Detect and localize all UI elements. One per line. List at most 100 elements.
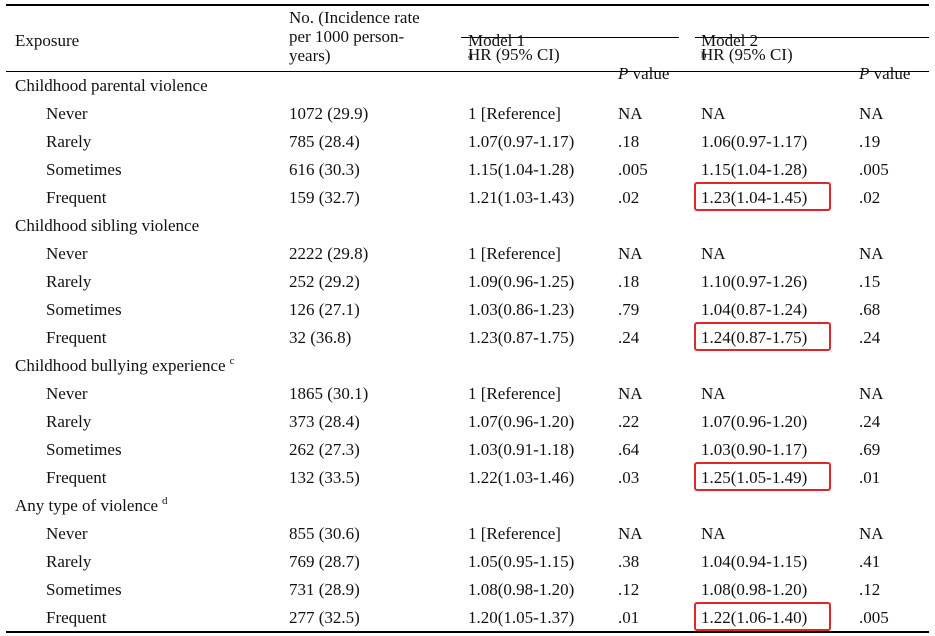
incidence-value: 1072 (29.9): [289, 104, 369, 123]
incidence-value: 252 (29.2): [289, 272, 360, 291]
model2-hr: 1.06(0.97-1.17): [701, 132, 808, 151]
header-model2: Model 2 b: [701, 12, 758, 69]
exposure-level: Never: [46, 104, 88, 123]
section-label: Childhood sibling violence: [15, 212, 199, 240]
header-p1: P value: [618, 45, 669, 83]
incidence-value: 855 (30.6): [289, 524, 360, 543]
model2-p: .005: [859, 608, 889, 627]
model1-hr: 1 [Reference]: [468, 384, 561, 403]
model1-p: .18: [618, 132, 640, 151]
table-row: Never 2222 (29.8) 1 [Reference] NA NA NA: [0, 240, 935, 268]
table-row: Sometimes 616 (30.3) 1.15(1.04-1.28) .005 1.…: [0, 156, 935, 184]
p1-italic: P: [618, 64, 629, 83]
incidence-value: 616 (30.3): [289, 160, 360, 179]
model1-p: NA: [618, 244, 643, 263]
highlight-box: [694, 602, 831, 631]
header-hr2: HR (95% CI): [701, 45, 793, 64]
highlight-box: [694, 182, 831, 211]
exposure-level: Sometimes: [46, 440, 122, 459]
table-row: Sometimes 731 (28.9) 1.08(0.98-1.20) .12 1.0…: [0, 576, 935, 604]
model2-hr: 1.24(0.87-1.75): [701, 328, 808, 347]
model1-hr: 1.23(0.87-1.75): [468, 328, 575, 347]
model2-p: NA: [859, 384, 884, 403]
table-row: Rarely 373 (28.4) 1.07(0.96-1.20) .22 1.07(0…: [0, 408, 935, 436]
model2-hr: 1.25(1.05-1.49): [701, 468, 808, 487]
model1-hr: 1 [Reference]: [468, 244, 561, 263]
model1-underline: [461, 37, 679, 38]
model2-p: NA: [859, 104, 884, 123]
model1-hr: 1 [Reference]: [468, 104, 561, 123]
table-row: Rarely 769 (28.7) 1.05(0.95-1.15) .38 1.04(0…: [0, 548, 935, 576]
model1-p: .22: [618, 412, 640, 431]
table-row: Never 855 (30.6) 1 [Reference] NA NA NA: [0, 520, 935, 548]
highlight-box: [694, 462, 831, 491]
exposure-level: Never: [46, 524, 88, 543]
model2-hr: 1.22(1.06-1.40): [701, 608, 808, 627]
model2-p: .15: [859, 272, 881, 291]
exposure-level: Sometimes: [46, 580, 122, 599]
model2-p: .24: [859, 412, 881, 431]
model2-hr: NA: [701, 104, 726, 123]
header-incidence: No. (Incidence rate per 1000 person- yea…: [289, 8, 420, 65]
header-hr1: HR (95% CI): [468, 45, 560, 64]
table-row: Frequent 277 (32.5) 1.20(1.05-1.37) .01 1.22…: [0, 602, 935, 632]
model2-p: NA: [859, 524, 884, 543]
model2-p: .69: [859, 440, 881, 459]
section-label-text: Any type of violence: [15, 496, 159, 515]
incidence-value: 2222 (29.8): [289, 244, 369, 263]
model1-p: .12: [618, 580, 640, 599]
model1-hr: 1.03(0.86-1.23): [468, 300, 575, 319]
model1-hr: 1.05(0.95-1.15): [468, 552, 575, 571]
incidence-value: 132 (33.5): [289, 468, 360, 487]
p2-rest: value: [869, 64, 911, 83]
model2-hr: 1.08(0.98-1.20): [701, 580, 808, 599]
model1-hr: 1.09(0.96-1.25): [468, 272, 575, 291]
model1-hr: 1.08(0.98-1.20): [468, 580, 575, 599]
model2-footnote-mark: b: [701, 49, 707, 62]
model1-p: .38: [618, 552, 640, 571]
header-bottom-rule: [6, 71, 929, 72]
exposure-level: Frequent: [46, 188, 107, 207]
header-model1: Model 1 a: [468, 12, 525, 69]
exposure-level: Never: [46, 244, 88, 263]
model2-hr: 1.10(0.97-1.26): [701, 272, 808, 291]
model2-hr: 1.07(0.96-1.20): [701, 412, 808, 431]
section-label-text: Childhood parental violence: [15, 76, 208, 95]
model1-p: NA: [618, 104, 643, 123]
incidence-value: 159 (32.7): [289, 188, 360, 207]
section-row: Childhood sibling violence: [0, 212, 935, 240]
p1-rest: value: [628, 64, 670, 83]
section-label: Childhood parental violence: [15, 72, 208, 100]
section-label: Any type of violence d: [15, 492, 168, 520]
exposure-level: Rarely: [46, 552, 92, 571]
section-label: Childhood bullying experience c: [15, 352, 234, 380]
exposure-level: Rarely: [46, 412, 92, 431]
model2-hr: NA: [701, 384, 726, 403]
incidence-value: 126 (27.1): [289, 300, 360, 319]
model2-p: .24: [859, 328, 881, 347]
model2-hr: NA: [701, 524, 726, 543]
model2-p: .12: [859, 580, 881, 599]
model1-hr: 1 [Reference]: [468, 524, 561, 543]
exposure-level: Frequent: [46, 468, 107, 487]
section-footnote-mark: d: [162, 495, 168, 508]
model2-label: Model 2: [701, 31, 759, 50]
highlight-box: [694, 322, 831, 351]
model1-hr: 1.03(0.91-1.18): [468, 440, 575, 459]
header-p2: P value: [859, 45, 910, 83]
incidence-value: 373 (28.4): [289, 412, 360, 431]
table-row: Never 1072 (29.9) 1 [Reference] NA NA NA: [0, 100, 935, 128]
table-row: Sometimes 262 (27.3) 1.03(0.91-1.18) .64 1.0…: [0, 436, 935, 464]
model1-label: Model 1: [468, 31, 526, 50]
model1-hr: 1.20(1.05-1.37): [468, 608, 575, 627]
model1-p: NA: [618, 384, 643, 403]
model2-hr: NA: [701, 244, 726, 263]
model1-p: .18: [618, 272, 640, 291]
model1-hr: 1.22(1.03-1.46): [468, 468, 575, 487]
model2-underline: [695, 37, 929, 38]
incidence-value: 1865 (30.1): [289, 384, 369, 403]
exposure-level: Never: [46, 384, 88, 403]
incidence-value: 731 (28.9): [289, 580, 360, 599]
model1-p: .24: [618, 328, 640, 347]
model1-hr: 1.07(0.97-1.17): [468, 132, 575, 151]
